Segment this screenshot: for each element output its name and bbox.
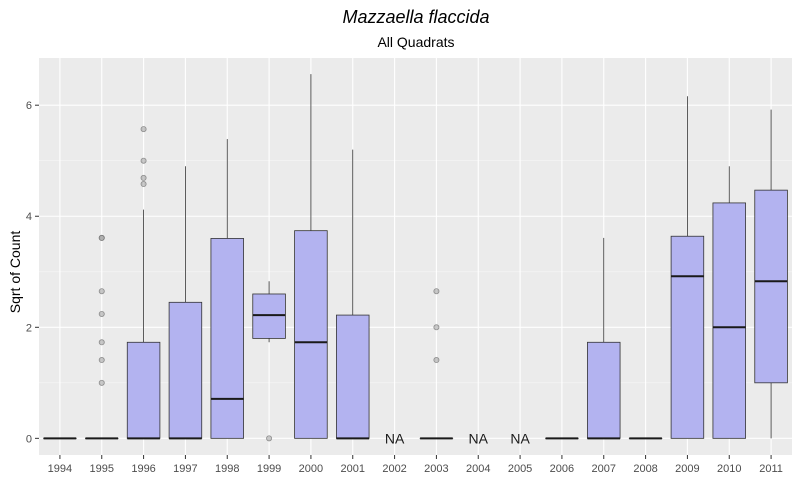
x-tick-label: 2006 [550,463,574,475]
x-tick-label: 1994 [48,463,72,475]
chart-title: Mazzaella flaccida [342,7,489,27]
x-tick-label: 1998 [215,463,239,475]
box [210,238,244,439]
outlier-point [266,435,273,442]
box [294,230,328,439]
box [670,235,705,439]
x-tick-label: 2001 [341,463,365,475]
chart-subtitle: All Quadrats [377,34,454,50]
y-tick-label: 2 [26,322,32,334]
x-tick-label: 2005 [508,463,532,475]
outlier-point [98,379,105,386]
box [168,301,203,439]
x-tick-label: 2000 [299,463,323,475]
box [587,341,621,439]
x-tick-label: 1995 [90,463,114,475]
outlier-point [98,310,105,317]
x-tick-label: 1996 [131,463,155,475]
outlier-point [140,174,147,181]
outlier-point [433,357,440,364]
x-tick-label: 2004 [466,463,490,475]
x-tick-label: 1997 [173,463,197,475]
box [712,202,746,439]
na-label: NA [469,430,489,446]
na-label: NA [385,430,405,446]
x-tick-label: 2003 [424,463,448,475]
box [252,293,286,339]
box [336,314,370,439]
outlier-point [98,288,105,295]
outlier-point [433,288,440,295]
x-tick-label: 1999 [257,463,281,475]
x-tick-label: 2011 [759,463,783,475]
box [754,189,788,384]
outlier-point [98,234,105,241]
y-axis-label: Sqrt of Count [7,231,23,314]
outlier-point [98,339,105,346]
x-tick-label: 2009 [675,463,699,475]
outlier-point [140,126,147,133]
x-tick-label: 2008 [633,463,657,475]
x-tick-label: 2010 [717,463,741,475]
axes: 0 2 4 6 1994 1995 1996 1997 1998 1999 2000 2001 2002… [26,100,783,475]
x-tick-label: 2002 [382,463,406,475]
boxes: NA NA NA [43,74,788,446]
y-tick-label: 4 [26,211,32,223]
y-tick-label: 6 [26,100,32,112]
y-tick-label: 0 [26,433,32,445]
outlier-point [140,157,147,164]
outlier-point [433,324,440,331]
x-tick-label: 2007 [592,463,616,475]
outlier-point [140,181,147,188]
plot-panel [39,58,792,455]
na-label: NA [510,430,530,446]
box [126,341,161,439]
outlier-point [98,357,105,364]
